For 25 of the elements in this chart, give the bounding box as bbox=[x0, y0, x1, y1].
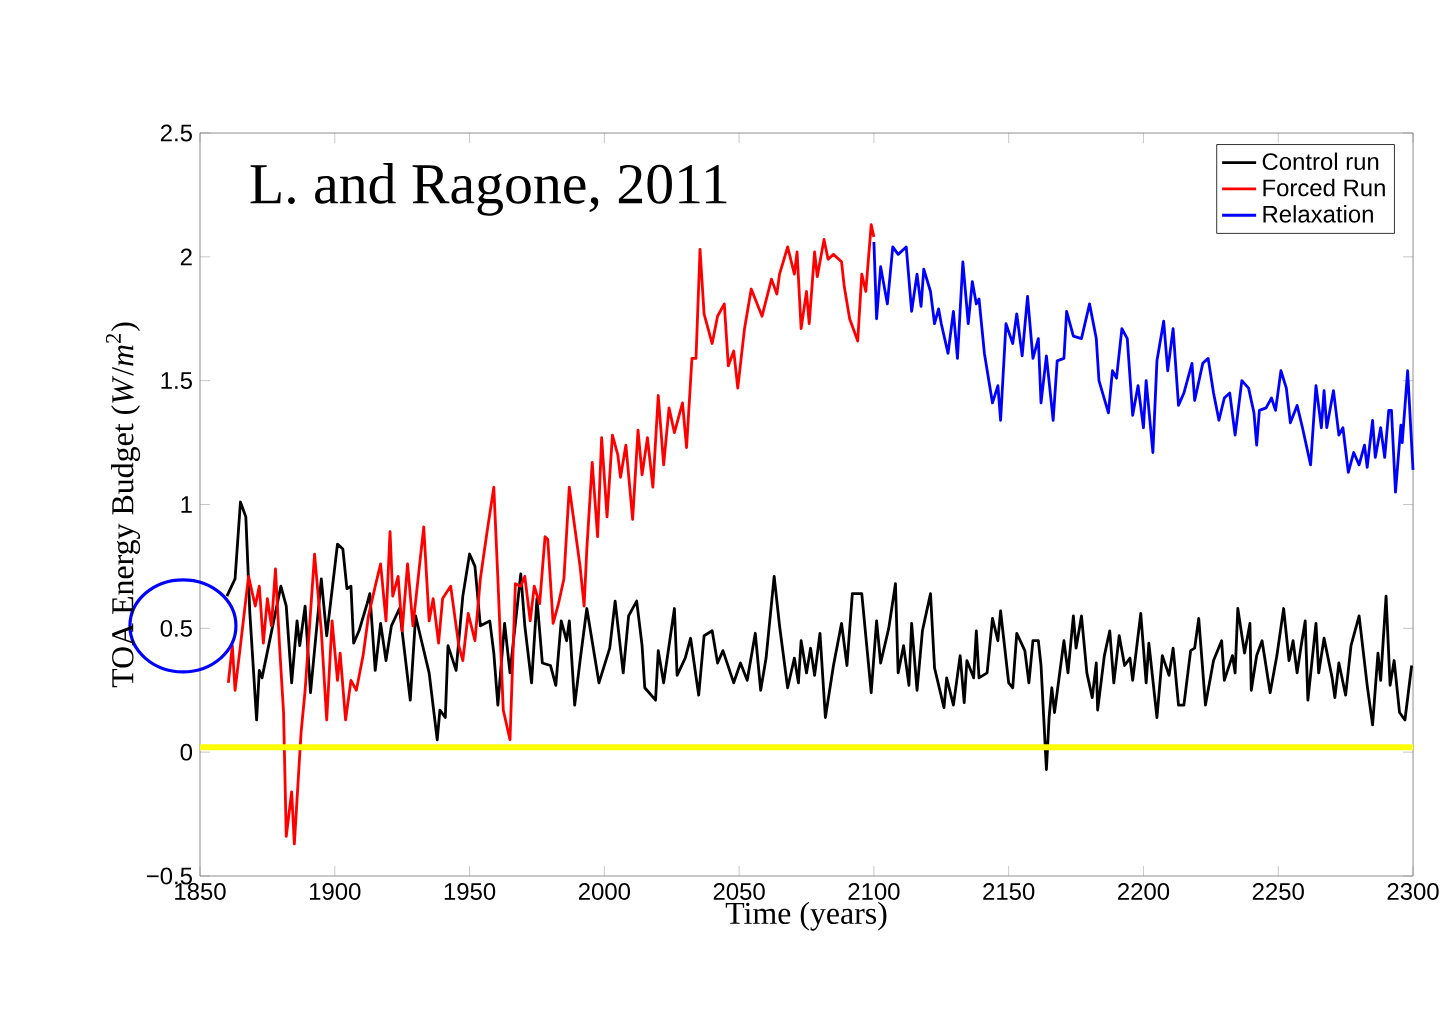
legend-label: Relaxation bbox=[1263, 205, 1373, 223]
legend-label: Forced Run bbox=[1263, 178, 1385, 197]
y-tick-label: 0.5 bbox=[160, 619, 192, 637]
line-series bbox=[872, 240, 1415, 494]
legend-label: Control run bbox=[1262, 152, 1379, 171]
x-tick-label: 2250 bbox=[1252, 883, 1304, 900]
y-tick-label: 1.5 bbox=[161, 372, 192, 389]
y-tick-label: 2 bbox=[180, 248, 192, 266]
y-tick-label: 0 bbox=[180, 743, 193, 761]
x-tick-label: 2050 bbox=[713, 883, 765, 900]
x-tick-label: 2000 bbox=[578, 883, 630, 900]
x-tick-label: 1850 bbox=[175, 883, 226, 900]
line-series bbox=[225, 500, 1414, 771]
y-tick-label: −0.5 bbox=[146, 867, 192, 885]
x-tick-label: 2300 bbox=[1387, 883, 1439, 900]
x-tick-label: 1900 bbox=[310, 883, 361, 900]
annotation: L. and Ragone, 2011 bbox=[250, 163, 727, 216]
x-tick-label: 2100 bbox=[848, 883, 900, 900]
x-tick-label: 2150 bbox=[983, 883, 1035, 900]
x-tick-label: 2200 bbox=[1118, 883, 1170, 900]
y-tick-label: 1 bbox=[181, 496, 192, 513]
y-tick-label: 2.5 bbox=[160, 124, 192, 142]
x-tick-label: 1950 bbox=[444, 883, 496, 900]
y-axis-title: TOA Energy Budget (W/m$^{2}$) bbox=[105, 322, 141, 688]
x-axis-title: Time (years) bbox=[725, 901, 887, 931]
